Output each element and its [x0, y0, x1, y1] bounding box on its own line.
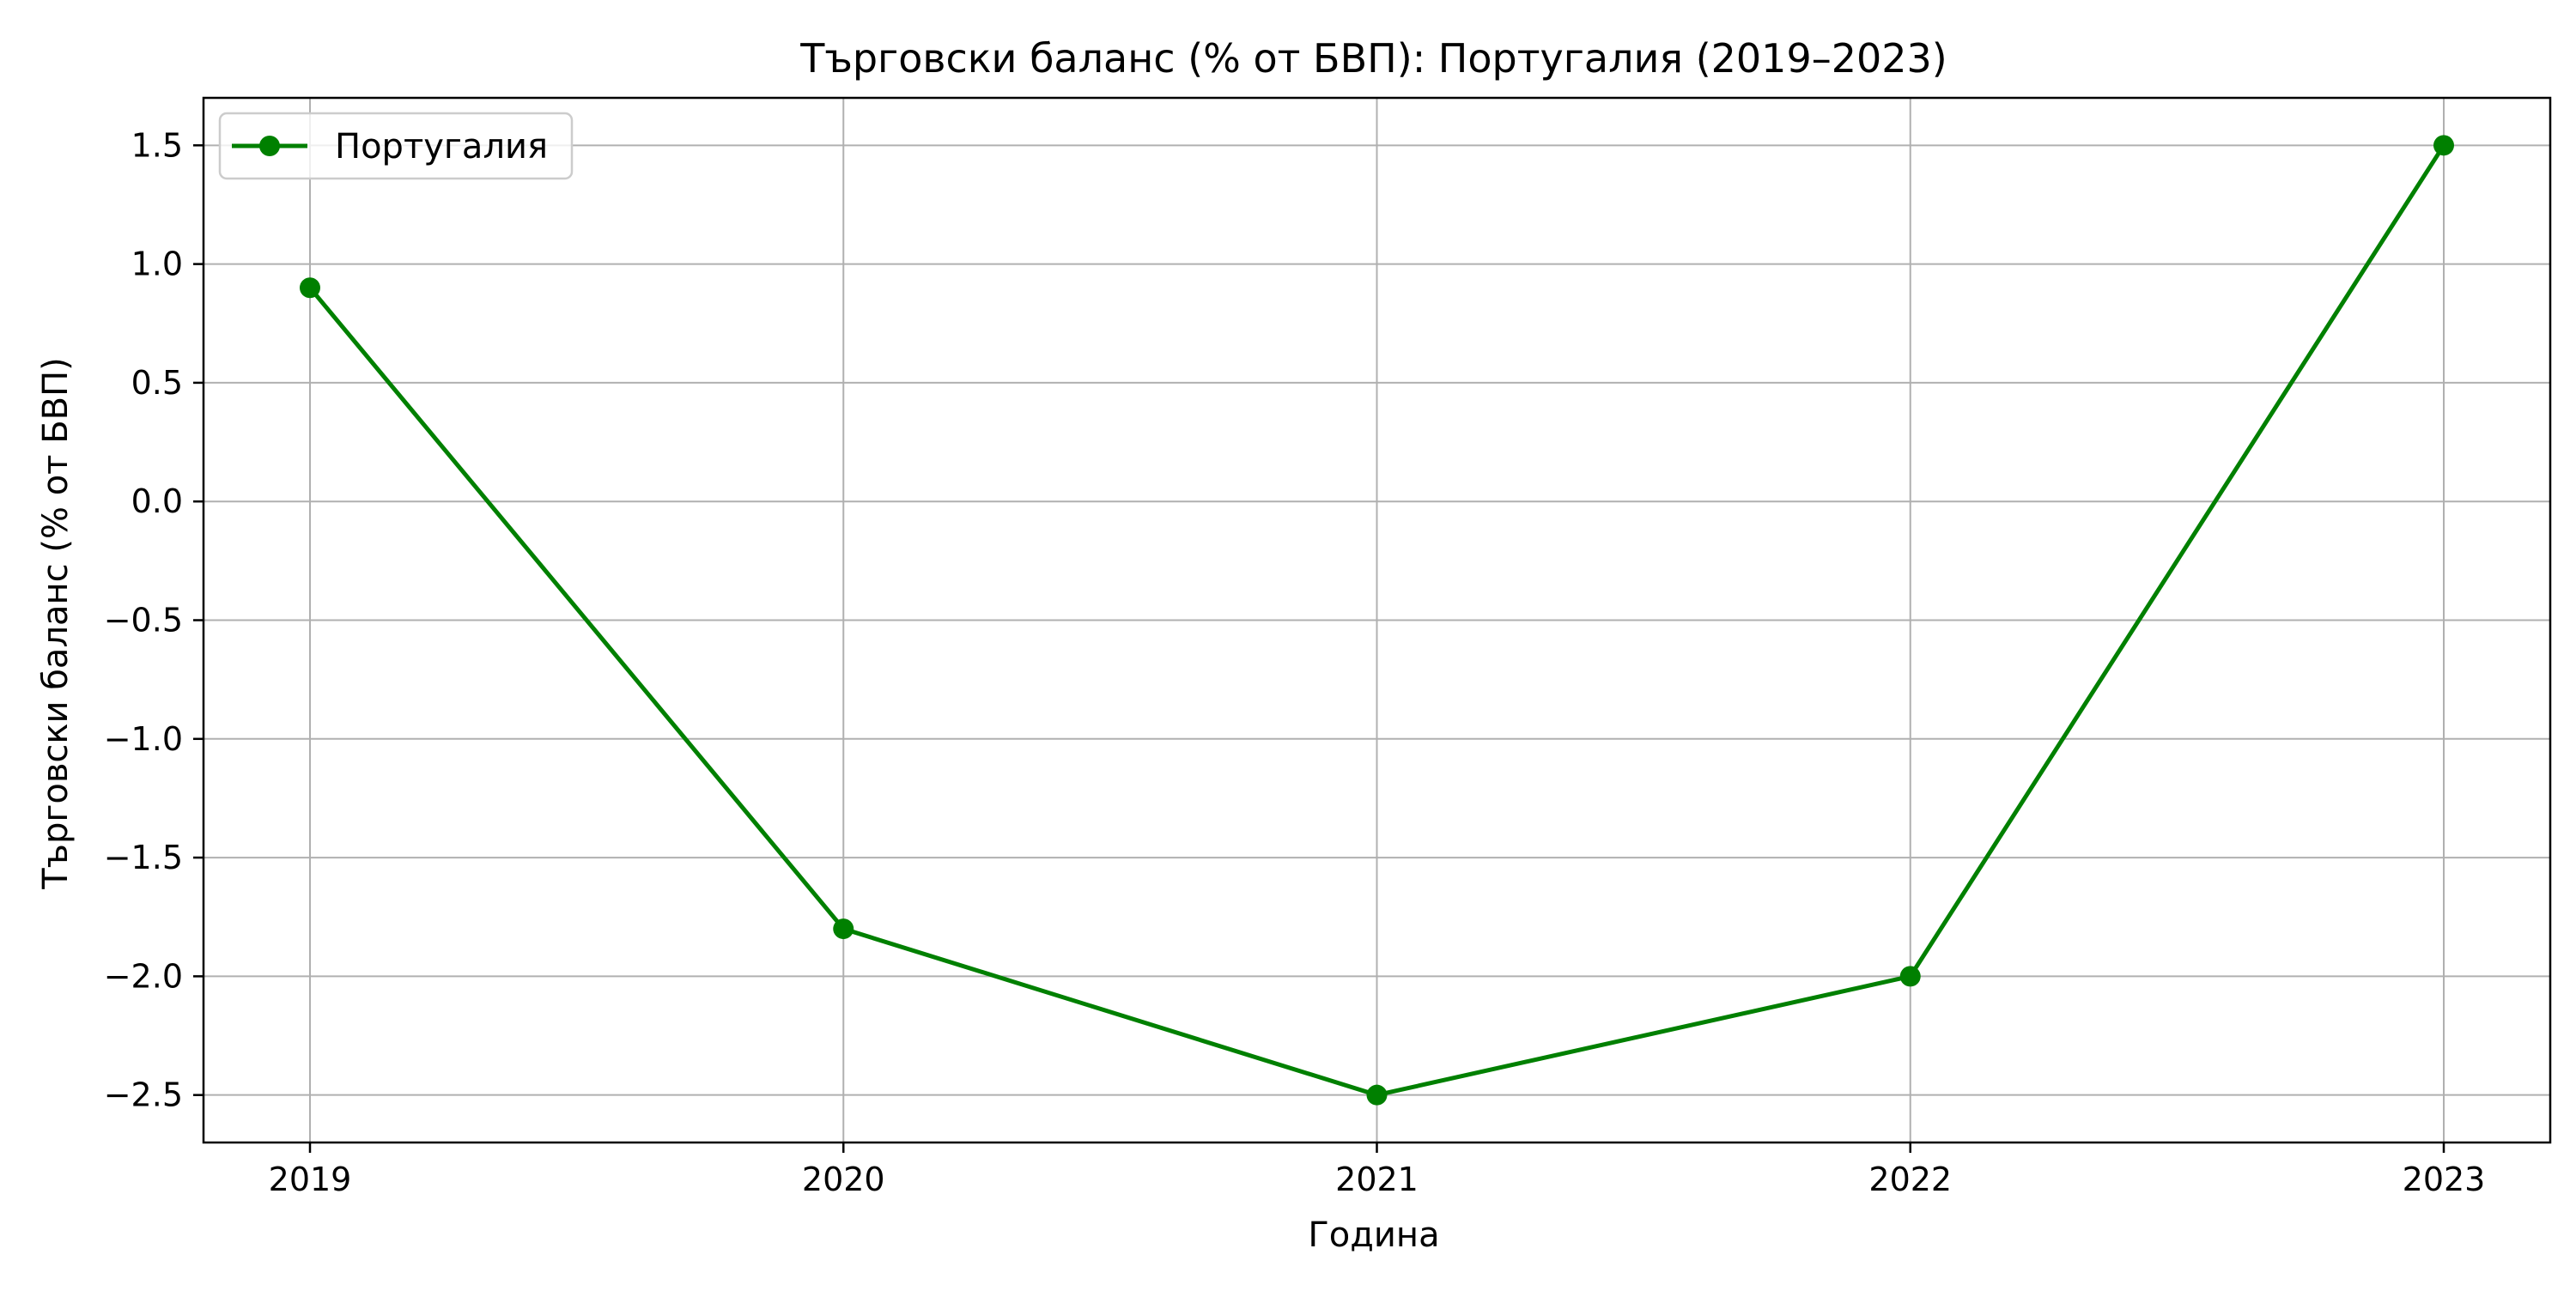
x-tick-label: 2019 — [269, 1161, 352, 1198]
x-tick-label: 2022 — [1868, 1161, 1952, 1198]
x-tick-label: 2021 — [1335, 1161, 1419, 1198]
legend-box — [218, 112, 574, 180]
y-tick-label: −1.0 — [104, 720, 183, 758]
data-point — [2433, 135, 2454, 156]
legend-label: Португалия — [335, 127, 548, 167]
y-tick-label: −1.5 — [104, 839, 183, 876]
y-tick-label: 0.5 — [131, 364, 183, 402]
data-point — [300, 277, 320, 299]
y-tick-label: −2.0 — [104, 957, 183, 995]
data-point — [1899, 966, 1921, 987]
y-tick-label: 1.0 — [131, 245, 183, 283]
chart-title: Търговски баланс (% от БВП): Португалия … — [799, 35, 1947, 82]
grid — [204, 98, 2550, 1143]
y-tick-label: 1.5 — [131, 126, 183, 164]
series-layer — [300, 135, 2454, 1106]
data-point — [833, 918, 854, 940]
x-tick-label: 2020 — [802, 1161, 885, 1198]
y-axis-ticks: 1.5 1.0 0.5 0.0 −0.5 −1.0 −1.5 −2.0 −2.5 — [104, 126, 204, 1114]
x-axis-ticks: 2019 2020 2021 2022 2023 — [269, 1143, 2486, 1198]
legend: Португалия — [218, 112, 574, 180]
legend-marker-sample — [259, 136, 280, 156]
y-axis-title: Търговски баланс (% от БВП) — [36, 357, 76, 890]
y-tick-label: −2.5 — [104, 1076, 183, 1114]
y-tick-label: −0.5 — [104, 602, 183, 639]
x-axis-title: Година — [1308, 1215, 1439, 1255]
x-tick-label: 2023 — [2403, 1161, 2486, 1198]
y-tick-label: 0.0 — [131, 482, 183, 520]
data-point — [1366, 1084, 1388, 1106]
